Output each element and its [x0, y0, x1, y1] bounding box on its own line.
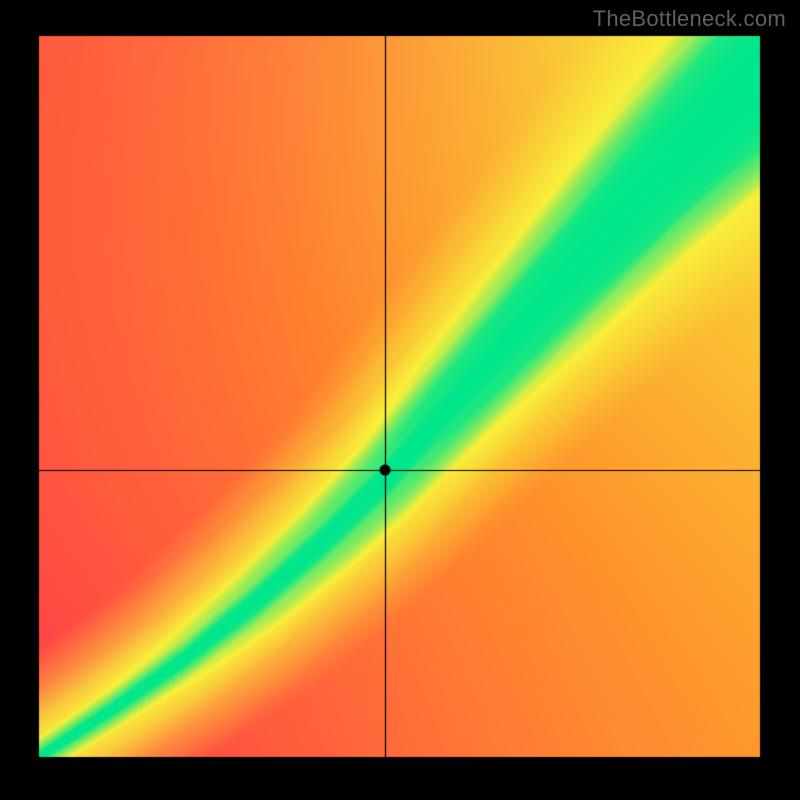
- heatmap-canvas: [0, 0, 800, 800]
- chart-container: TheBottleneck.com: [0, 0, 800, 800]
- watermark-text: TheBottleneck.com: [593, 6, 786, 32]
